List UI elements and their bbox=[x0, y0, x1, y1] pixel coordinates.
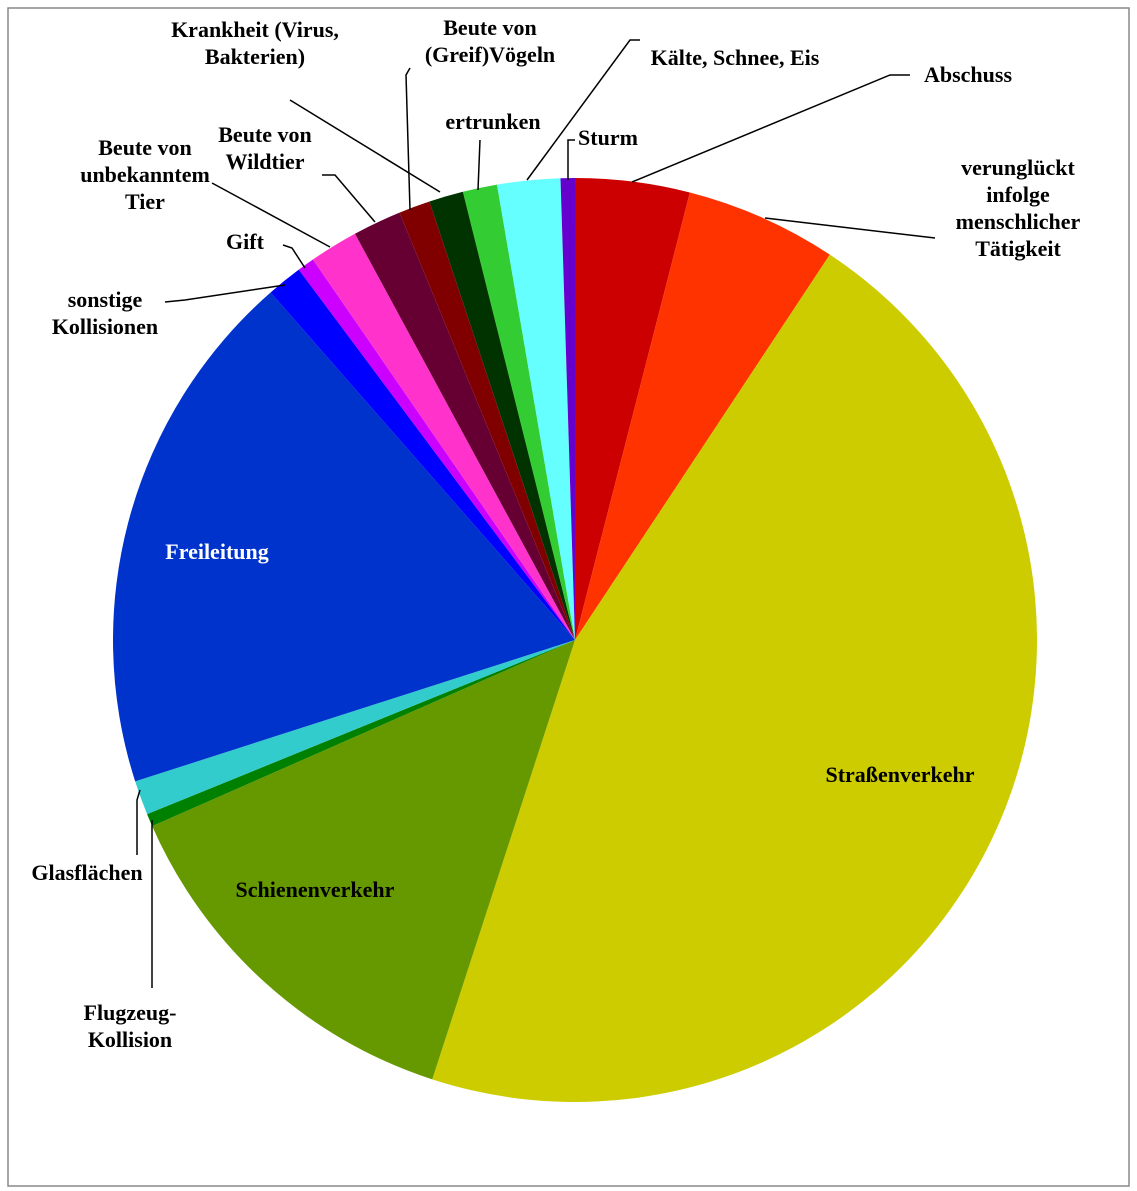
slice-label: verunglückt infolge menschlicher Tätigke… bbox=[955, 155, 1081, 261]
slice-label: Flugzeug-Kollision bbox=[83, 1000, 177, 1052]
leader-line bbox=[322, 174, 376, 223]
slice-label: Krankheit (Virus, Bakterien) bbox=[171, 17, 339, 69]
pie-slice bbox=[429, 191, 575, 640]
leader-line bbox=[477, 139, 481, 191]
pie-slice bbox=[312, 233, 575, 640]
pie-slice bbox=[575, 178, 690, 640]
slice-label: Schienenverkehr bbox=[235, 877, 395, 902]
slice-label: Kälte, Schnee, Eis bbox=[650, 45, 820, 70]
slice-label: Straßenverkehr bbox=[825, 762, 975, 787]
pie-slice bbox=[152, 640, 576, 1080]
leader-line bbox=[136, 789, 141, 855]
leader-line bbox=[282, 244, 306, 269]
leader-line bbox=[211, 182, 331, 248]
leader-line bbox=[164, 284, 286, 303]
pie-slice bbox=[560, 178, 575, 640]
slice-label: Abschuss bbox=[923, 62, 1013, 87]
frame bbox=[7, 7, 1130, 1187]
slice-label: Beute von Wildtier bbox=[218, 122, 312, 174]
slice-label: Glasflächen bbox=[31, 860, 143, 885]
pie-slice bbox=[462, 184, 575, 640]
pie-slice bbox=[354, 212, 575, 641]
slice-label: sonstige Kollisionen bbox=[51, 287, 159, 339]
slice-label: Freileitung bbox=[165, 539, 269, 564]
pie-slice bbox=[270, 269, 575, 640]
pie-slice bbox=[432, 254, 1037, 1102]
pie-slice bbox=[399, 201, 575, 640]
slice-label: ertrunken bbox=[445, 109, 541, 134]
pie-slice bbox=[575, 192, 830, 640]
leader-line bbox=[526, 39, 640, 181]
pie-slice bbox=[135, 640, 576, 815]
slice-label: Beute von unbekanntem Tier bbox=[80, 135, 210, 214]
leader-line bbox=[631, 74, 910, 183]
pie-slice bbox=[496, 178, 575, 640]
pie-slice bbox=[298, 259, 575, 640]
leader-line bbox=[567, 139, 575, 180]
slice-label: Gift bbox=[226, 229, 264, 254]
leader-line bbox=[405, 67, 411, 211]
leader-line bbox=[764, 217, 936, 239]
pie-slice bbox=[113, 292, 576, 782]
slice-label: Sturm bbox=[578, 125, 638, 150]
leader-line bbox=[289, 99, 441, 193]
pie-slice bbox=[147, 640, 575, 827]
slice-label: Beute von (Greif)Vögeln bbox=[424, 15, 556, 67]
